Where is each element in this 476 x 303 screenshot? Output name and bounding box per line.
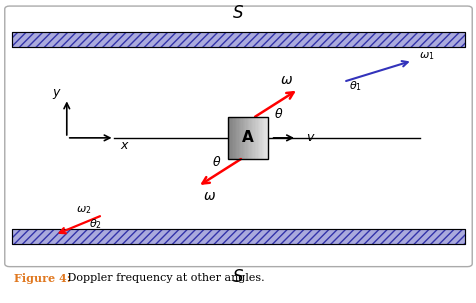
Text: Doppler frequency at other angles.: Doppler frequency at other angles. (64, 273, 265, 283)
Bar (242, 117, 244, 159)
Bar (256, 117, 258, 159)
Text: y: y (52, 86, 60, 99)
Bar (12, 32, 464, 47)
Bar (261, 117, 263, 159)
Text: $\omega_2$: $\omega_2$ (76, 205, 91, 216)
Text: $\theta_1$: $\theta_1$ (348, 79, 361, 93)
Text: $\theta$: $\theta$ (212, 155, 221, 169)
Bar (253, 117, 255, 159)
Bar (250, 117, 252, 159)
Bar (244, 117, 245, 159)
Bar (235, 117, 237, 159)
Bar (12, 229, 464, 244)
Bar (262, 117, 264, 159)
Bar (238, 117, 240, 159)
Text: $S$: $S$ (232, 5, 244, 22)
Text: $S$: $S$ (232, 269, 244, 286)
Bar (245, 117, 247, 159)
Bar (228, 117, 230, 159)
Bar (228, 117, 268, 159)
Text: Figure 4:: Figure 4: (14, 273, 71, 284)
Text: $\omega$: $\omega$ (203, 188, 216, 203)
Bar (258, 117, 260, 159)
Bar (265, 117, 267, 159)
Bar (260, 117, 261, 159)
Text: $\omega_1$: $\omega_1$ (418, 50, 434, 62)
Bar (249, 117, 251, 159)
Bar (248, 117, 249, 159)
Bar (254, 117, 256, 159)
Bar (237, 117, 238, 159)
Text: $v$: $v$ (305, 132, 315, 144)
Bar (231, 117, 233, 159)
Text: $\theta$: $\theta$ (274, 107, 283, 121)
Bar (257, 117, 259, 159)
Bar (233, 117, 235, 159)
Bar (239, 117, 241, 159)
Text: $\omega$: $\omega$ (279, 73, 292, 87)
Bar (234, 117, 236, 159)
Bar (267, 117, 268, 159)
Bar (228, 117, 229, 159)
Bar (246, 117, 248, 159)
Bar (12, 229, 464, 244)
Bar (12, 32, 464, 47)
Bar (241, 117, 243, 159)
Bar (264, 117, 266, 159)
Bar (252, 117, 253, 159)
FancyBboxPatch shape (5, 6, 471, 267)
Text: x: x (120, 139, 128, 152)
Text: $\theta_2$: $\theta_2$ (89, 217, 102, 231)
Text: A: A (242, 130, 253, 145)
Bar (230, 117, 232, 159)
